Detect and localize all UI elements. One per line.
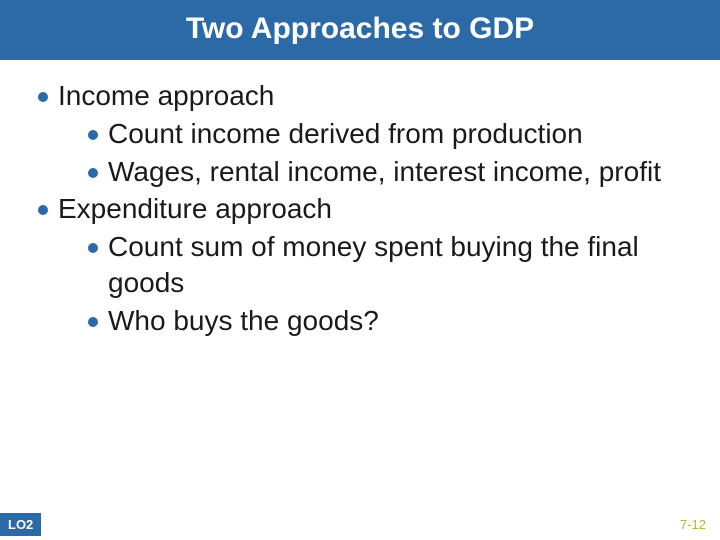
bullet-level2: Count sum of money spent buying the fina…: [10, 229, 710, 301]
page-number: 7-12: [680, 517, 706, 532]
bullet-level1: Income approach: [10, 78, 710, 114]
title-bar: Two Approaches to GDP: [0, 0, 720, 60]
bullet-dot-icon: [88, 243, 98, 253]
slide-content: Income approach Count income derived fro…: [0, 60, 720, 339]
bullet-text: Who buys the goods?: [108, 303, 379, 339]
bullet-level1: Expenditure approach: [10, 191, 710, 227]
bullet-text: Expenditure approach: [58, 191, 332, 227]
bullet-dot-icon: [88, 130, 98, 140]
bullet-text: Count income derived from production: [108, 116, 583, 152]
bullet-text: Income approach: [58, 78, 274, 114]
bullet-dot-icon: [38, 205, 48, 215]
bullet-text: Count sum of money spent buying the fina…: [108, 229, 710, 301]
bullet-level2: Wages, rental income, interest income, p…: [10, 154, 710, 190]
bullet-dot-icon: [88, 168, 98, 178]
bullet-level2: Count income derived from production: [10, 116, 710, 152]
bullet-text: Wages, rental income, interest income, p…: [108, 154, 661, 190]
bullet-dot-icon: [38, 92, 48, 102]
learning-objective-badge: LO2: [0, 513, 41, 536]
bullet-level2: Who buys the goods?: [10, 303, 710, 339]
slide-title: Two Approaches to GDP: [186, 12, 534, 45]
bullet-dot-icon: [88, 317, 98, 327]
slide-footer: LO2 7-12: [0, 514, 720, 540]
